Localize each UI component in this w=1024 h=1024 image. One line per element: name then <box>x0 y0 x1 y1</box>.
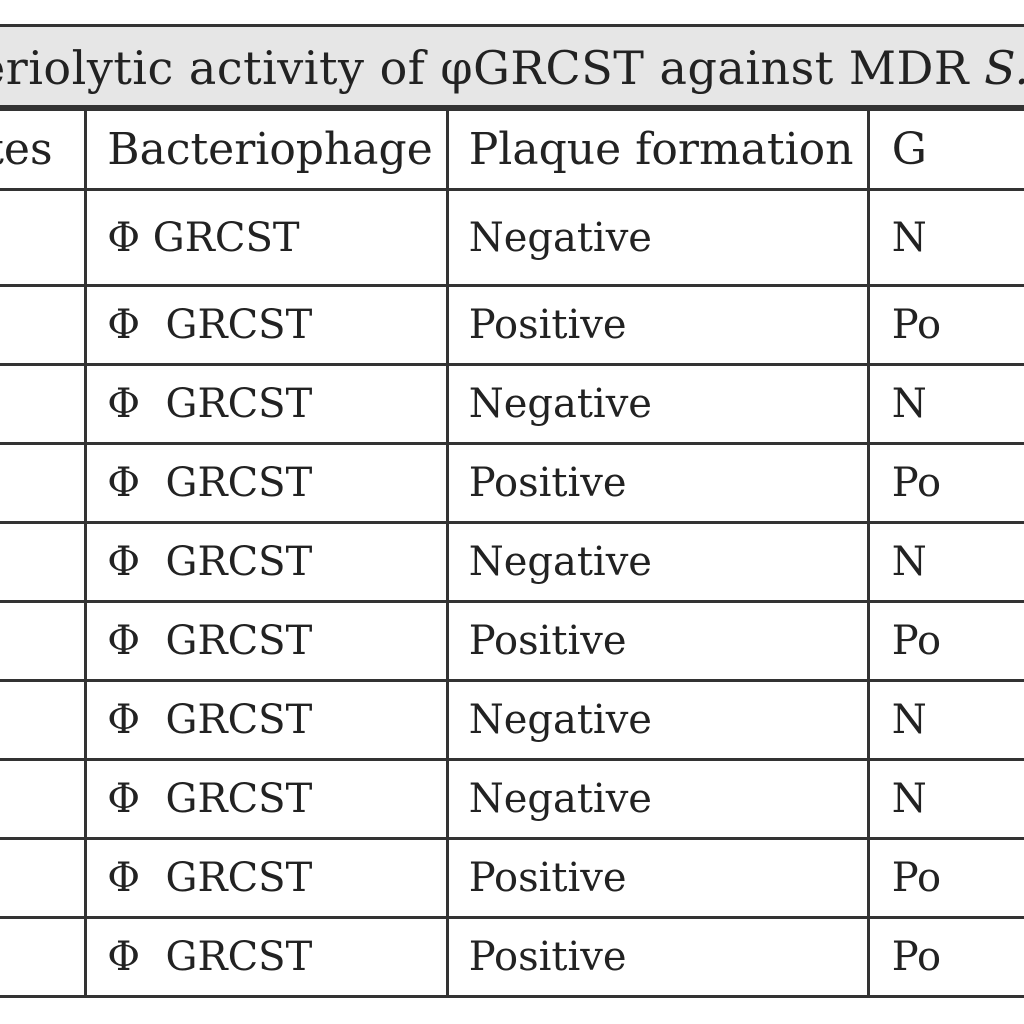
cell-g: Po <box>866 837 1024 919</box>
cell-isolate <box>0 363 88 445</box>
cell-plaque-formation: Negative <box>445 188 870 287</box>
table-row: Φ GRCST Positive Po <box>0 600 1024 682</box>
cell-bacteriophage: Φ GRCST <box>84 442 449 524</box>
cell-isolate <box>0 284 88 366</box>
table-row: Φ GRCST Negative N <box>0 188 1024 287</box>
table-row: Φ GRCST Negative N <box>0 758 1024 840</box>
cell-plaque-formation: Negative <box>445 679 870 761</box>
cell-plaque-formation: Positive <box>445 284 870 366</box>
cell-plaque-formation: Positive <box>445 916 870 998</box>
table-row: Φ GRCST Positive Po <box>0 837 1024 919</box>
cell-isolate <box>0 679 88 761</box>
cell-isolate <box>0 916 88 998</box>
table-row: Φ GRCST Negative N <box>0 363 1024 445</box>
cell-bacteriophage: Φ GRCST <box>84 284 449 366</box>
caption-italic: S. typ <box>984 41 1024 95</box>
cell-isolate <box>0 758 88 840</box>
cell-isolate <box>0 837 88 919</box>
header-g: G <box>866 108 1024 191</box>
cell-g: N <box>866 758 1024 840</box>
table-row: Φ GRCST Positive Po <box>0 442 1024 524</box>
table-caption: eriolytic activity of φGRCST against MDR… <box>0 24 1024 108</box>
cell-g: Po <box>866 442 1024 524</box>
cell-bacteriophage: Φ GRCST <box>84 837 449 919</box>
cell-bacteriophage: Φ GRCST <box>84 521 449 603</box>
phage-activity-table: ates Bacteriophage Plaque formation G Φ … <box>0 108 1024 998</box>
cell-g: Po <box>866 284 1024 366</box>
table-row: Φ GRCST Positive Po <box>0 284 1024 366</box>
header-row: ates Bacteriophage Plaque formation G <box>0 108 1024 191</box>
cell-g: N <box>866 363 1024 445</box>
cell-isolate <box>0 521 88 603</box>
cell-g: Po <box>866 916 1024 998</box>
cell-plaque-formation: Negative <box>445 363 870 445</box>
header-plaque-formation: Plaque formation <box>445 108 870 191</box>
header-isolates: ates <box>0 108 88 191</box>
cell-bacteriophage: Φ GRCST <box>84 363 449 445</box>
table-row: Φ GRCST Negative N <box>0 521 1024 603</box>
cell-g: N <box>866 679 1024 761</box>
header-bacteriophage: Bacteriophage <box>84 108 449 191</box>
cell-bacteriophage: Φ GRCST <box>84 916 449 998</box>
table-caption-text: eriolytic activity of φGRCST against MDR… <box>0 41 1024 95</box>
cell-bacteriophage: Φ GRCST <box>84 679 449 761</box>
cell-bacteriophage: Φ GRCST <box>84 188 449 287</box>
cell-bacteriophage: Φ GRCST <box>84 758 449 840</box>
cell-isolate <box>0 188 88 287</box>
caption-main: eriolytic activity of φGRCST against MDR <box>0 41 985 95</box>
table-body: Φ GRCST Negative N Φ GRCST Positive Po Φ GRCST… <box>0 188 1024 998</box>
cell-isolate <box>0 600 88 682</box>
cell-plaque-formation: Positive <box>445 600 870 682</box>
cell-plaque-formation: Positive <box>445 837 870 919</box>
cell-bacteriophage: Φ GRCST <box>84 600 449 682</box>
table-row: Φ GRCST Negative N <box>0 679 1024 761</box>
cell-plaque-formation: Positive <box>445 442 870 524</box>
cell-plaque-formation: Negative <box>445 758 870 840</box>
cell-isolate <box>0 442 88 524</box>
cell-g: Po <box>866 600 1024 682</box>
cell-plaque-formation: Negative <box>445 521 870 603</box>
cell-g: N <box>866 521 1024 603</box>
table-row: Φ GRCST Positive Po <box>0 916 1024 998</box>
cell-g: N <box>866 188 1024 287</box>
